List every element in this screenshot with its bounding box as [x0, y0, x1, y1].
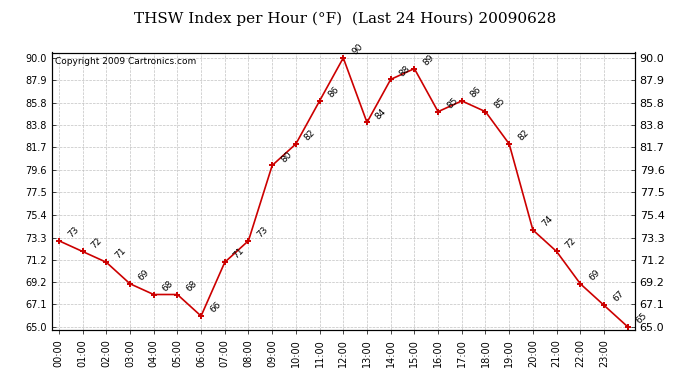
Text: 69: 69: [137, 268, 151, 282]
Text: 66: 66: [208, 300, 222, 315]
Text: 90: 90: [351, 42, 365, 57]
Text: 71: 71: [232, 246, 246, 261]
Text: 85: 85: [445, 96, 460, 110]
Text: 72: 72: [564, 236, 578, 250]
Text: 68: 68: [184, 279, 199, 293]
Text: 88: 88: [397, 63, 412, 78]
Text: 73: 73: [255, 225, 270, 239]
Text: 73: 73: [66, 225, 80, 239]
Text: 68: 68: [161, 279, 175, 293]
Text: 85: 85: [493, 96, 507, 110]
Text: Copyright 2009 Cartronics.com: Copyright 2009 Cartronics.com: [55, 57, 196, 66]
Text: THSW Index per Hour (°F)  (Last 24 Hours) 20090628: THSW Index per Hour (°F) (Last 24 Hours)…: [134, 11, 556, 26]
Text: 82: 82: [516, 128, 531, 142]
Text: 74: 74: [540, 214, 554, 229]
Text: 69: 69: [587, 268, 602, 282]
Text: 82: 82: [303, 128, 317, 142]
Text: 80: 80: [279, 150, 294, 164]
Text: 84: 84: [374, 106, 388, 121]
Text: 67: 67: [611, 290, 625, 304]
Text: 71: 71: [113, 246, 128, 261]
Text: 86: 86: [469, 85, 483, 99]
Text: 72: 72: [90, 236, 104, 250]
Text: 89: 89: [422, 53, 436, 67]
Text: 65: 65: [635, 311, 649, 326]
Text: 86: 86: [326, 85, 341, 99]
